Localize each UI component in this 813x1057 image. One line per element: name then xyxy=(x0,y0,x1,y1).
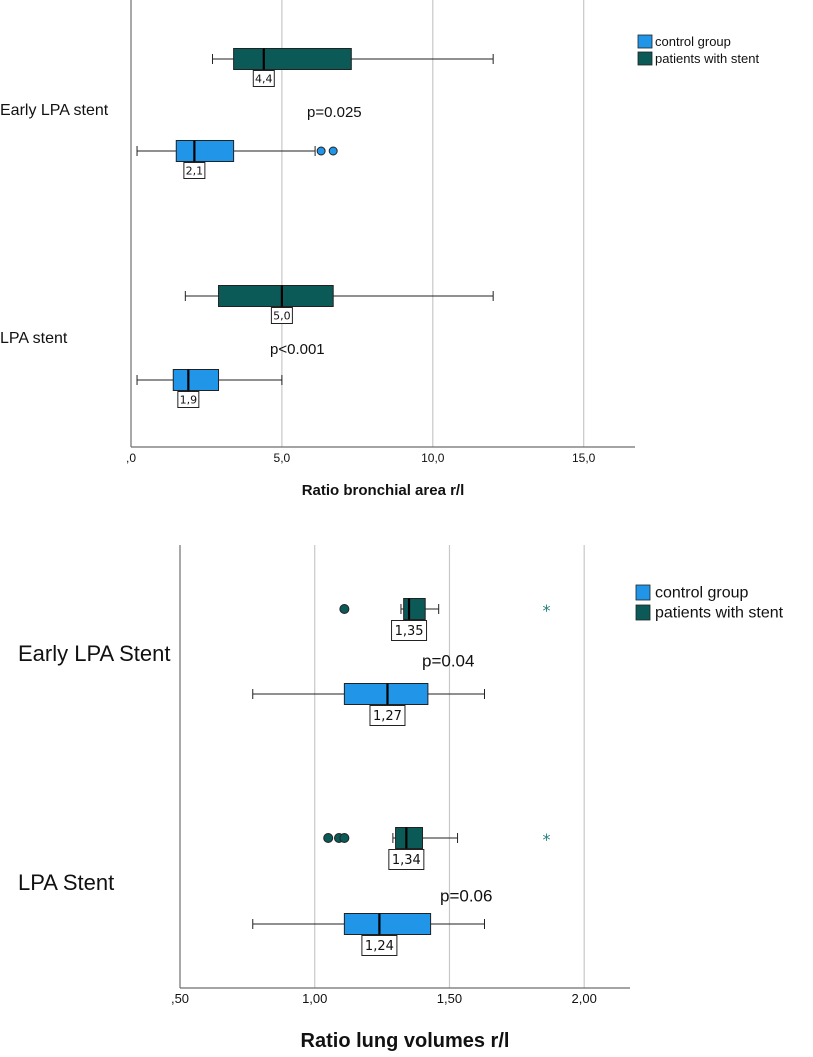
outlier-point xyxy=(339,833,350,843)
boxplot-stent: 1,34 * xyxy=(323,827,550,870)
median-label-box xyxy=(369,705,406,726)
median-label-box xyxy=(252,70,275,87)
legend-label-control: control group xyxy=(655,585,748,602)
extreme-value-star: * xyxy=(542,830,550,849)
x-axis-title: Ratio lung volumes r/l xyxy=(301,1030,510,1052)
p-value-annotation: p<0.001 xyxy=(270,341,325,358)
x-tick-label: 2,00 xyxy=(572,991,597,1006)
x-tick-label: 15,0 xyxy=(572,451,596,465)
x-tick-label: 5,0 xyxy=(274,451,291,465)
legend: control group patients with stent xyxy=(635,584,784,622)
median-label: 1,9 xyxy=(180,394,198,407)
iqr-box xyxy=(343,913,432,935)
iqr-box xyxy=(233,48,352,70)
chart-panel-2: ,50 1,00 1,50 2,00 Ratio lung volumes r/l Ear… xyxy=(18,545,784,1052)
boxplot-stent: 4,4 xyxy=(211,48,494,87)
x-tick-label: 10,0 xyxy=(421,451,445,465)
legend-label-stent: patients with stent xyxy=(655,51,759,66)
p-value-annotation: p=0.04 xyxy=(422,651,474,670)
p-value-annotation: p=0.025 xyxy=(307,104,362,121)
chart-panel-1: ,0 5,0 10,0 15,0 Ratio bronchial area r/l Ear… xyxy=(0,0,759,499)
median-label-box xyxy=(388,849,425,870)
boxplot-control: 2,1 xyxy=(136,140,338,179)
legend-swatch-control xyxy=(635,584,651,601)
outlier-point xyxy=(323,833,334,843)
y-category-label: LPA Stent xyxy=(18,870,114,895)
legend-swatch-stent xyxy=(637,51,653,66)
iqr-box xyxy=(403,598,426,620)
median-label: 4,4 xyxy=(255,73,273,86)
extreme-value-star: * xyxy=(542,601,550,620)
x-tick-label: 1,50 xyxy=(437,991,462,1006)
y-category-label: Early LPA Stent xyxy=(18,641,170,666)
legend-label-control: control group xyxy=(655,34,731,49)
x-axis-title: Ratio bronchial area r/l xyxy=(302,482,465,499)
p-value-annotation: p=0.06 xyxy=(440,886,492,905)
outlier-point xyxy=(316,146,326,156)
x-tick-label: ,50 xyxy=(171,991,189,1006)
median-label: 1,24 xyxy=(365,939,394,954)
legend-label-stent: patients with stent xyxy=(655,605,784,622)
median-label-box xyxy=(391,620,428,641)
boxplot-control: 1,9 xyxy=(136,369,283,408)
median-label: 1,35 xyxy=(395,624,424,639)
median-label-box xyxy=(361,935,398,956)
iqr-box xyxy=(218,285,334,307)
outlier-point xyxy=(339,604,350,614)
iqr-box xyxy=(172,369,220,391)
boxplot-control: 1,27 xyxy=(252,683,485,726)
x-tick-label: ,0 xyxy=(126,451,136,465)
boxplot-stent: 1,35 * xyxy=(339,598,550,641)
legend: control group patients with stent xyxy=(637,34,759,66)
median-label-box xyxy=(183,162,206,179)
outlier-point xyxy=(328,146,338,156)
legend-swatch-stent xyxy=(635,604,651,621)
iqr-box xyxy=(175,140,235,162)
iqr-box xyxy=(395,827,424,849)
x-tick-label: 1,00 xyxy=(302,991,327,1006)
median-label-box xyxy=(177,391,200,408)
median-label-box xyxy=(270,307,293,324)
median-label: 1,34 xyxy=(392,853,421,868)
boxplot-stent: 5,0 xyxy=(184,285,494,324)
median-label: 5,0 xyxy=(273,310,291,323)
legend-swatch-control xyxy=(637,34,653,49)
boxplot-control: 1,24 xyxy=(252,913,485,956)
median-label: 1,27 xyxy=(373,709,402,724)
median-label: 2,1 xyxy=(186,165,204,178)
y-category-label: LPA stent xyxy=(0,330,68,347)
y-category-label: Early LPA stent xyxy=(0,102,109,119)
iqr-box xyxy=(343,683,429,705)
